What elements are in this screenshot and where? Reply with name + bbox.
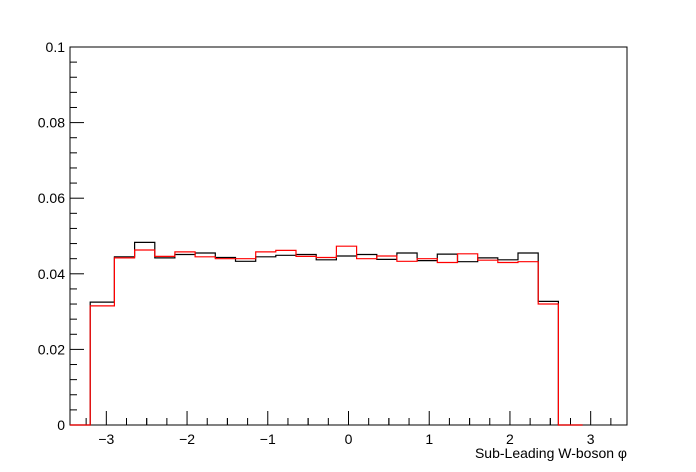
y-tick-label: 0.04 [38,266,65,282]
y-tick-label: 0.1 [46,39,66,55]
series-layer [70,241,583,426]
x-tick-label: −3 [98,431,114,447]
histogram-series-2 [70,245,583,426]
y-tick-label: 0.08 [38,115,65,131]
plot-frame [69,46,628,426]
histogram-series-1 [70,241,583,426]
x-tick-label: 3 [587,431,595,447]
x-axis: −3 −2 −1 0 1 2 3 [85,411,612,447]
x-axis-title: Sub-Leading W-boson φ [475,445,627,461]
x-tick-label: −1 [260,431,276,447]
x-tick-label: 2 [506,431,514,447]
y-tick-label: 0 [57,417,65,433]
y-axis: 0 0.02 0.04 0.06 0.08 0.1 [38,39,84,433]
y-tick-label: 0.06 [38,190,65,206]
x-tick-label: 1 [425,431,433,447]
y-tick-label: 0.02 [38,341,65,357]
x-tick-label: 0 [345,431,353,447]
x-tick-label: −2 [179,431,195,447]
